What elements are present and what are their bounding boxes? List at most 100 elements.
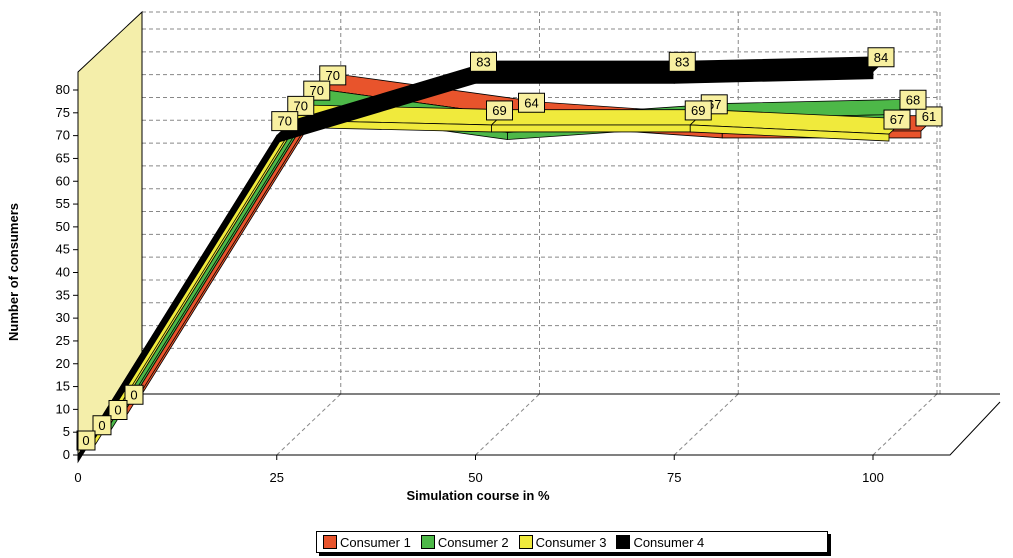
y-tick-label: 5 xyxy=(63,424,70,439)
data-label: 70 xyxy=(319,65,347,86)
y-tick-label: 55 xyxy=(56,196,70,211)
data-label-box xyxy=(271,111,299,132)
data-label-text: 0 xyxy=(82,433,89,448)
data-label-text: 68 xyxy=(906,92,920,107)
y-tick-label: 75 xyxy=(56,105,70,120)
data-label-box xyxy=(518,92,545,113)
legend-label: Consumer 1 xyxy=(340,534,411,550)
x-tick-label: 50 xyxy=(468,470,482,485)
data-label-box xyxy=(287,95,315,116)
legend-swatch xyxy=(323,535,337,549)
x-tick-label: 100 xyxy=(862,470,884,485)
series-segment-face-3 xyxy=(689,124,890,142)
data-label: 70 xyxy=(287,95,315,116)
data-label-text: 69 xyxy=(492,103,506,118)
data-label-box xyxy=(108,400,128,420)
y-tick-label: 10 xyxy=(56,401,70,416)
legend-label: Consumer 4 xyxy=(633,534,705,550)
y-tick-label: 80 xyxy=(56,82,70,97)
data-label-box xyxy=(319,65,347,86)
y-tick-label: 35 xyxy=(56,287,70,302)
y-tick-label: 25 xyxy=(56,333,70,348)
data-label-box xyxy=(124,384,144,405)
data-label-box xyxy=(76,430,96,451)
data-label: 61 xyxy=(915,106,943,127)
data-label-box xyxy=(867,47,895,68)
series-segment-face-1 xyxy=(125,88,326,418)
data-label-box xyxy=(883,109,911,130)
y-tick-label: 20 xyxy=(56,356,70,371)
floor-line xyxy=(276,393,342,456)
legend-label: Consumer 3 xyxy=(535,534,607,550)
series-segment-face-4 xyxy=(673,71,874,84)
y-tick-label: 70 xyxy=(56,128,70,143)
data-label-text: 0 xyxy=(130,387,137,402)
data-label-text: 83 xyxy=(675,54,689,69)
data-label-box xyxy=(470,51,497,72)
series-segment-4 xyxy=(474,60,692,77)
legend-swatch xyxy=(420,535,435,549)
data-label-text: 64 xyxy=(524,95,538,110)
x-axis-title: Simulation course in % xyxy=(406,488,549,503)
data-label: 83 xyxy=(668,51,696,72)
data-label: 84 xyxy=(867,47,895,68)
data-label: 83 xyxy=(470,51,497,72)
data-label-box xyxy=(899,89,927,110)
data-label: 0 xyxy=(108,400,128,420)
floor-line xyxy=(872,393,938,456)
data-label-text: 0 xyxy=(114,403,121,418)
legend-item-2: Consumer 2 xyxy=(420,534,509,550)
data-label-box xyxy=(92,415,112,436)
legend: Consumer 1 Consumer 2 Consumer 3 Consumer 4 xyxy=(316,531,828,553)
floor-line xyxy=(475,393,540,456)
data-label-box xyxy=(486,100,513,121)
data-label: 70 xyxy=(271,111,299,132)
y-tick-label: 45 xyxy=(56,242,70,257)
legend-item-3: Consumer 3 xyxy=(518,534,607,550)
y-tick-label: 60 xyxy=(56,173,70,188)
y-tick-label: 0 xyxy=(63,447,70,462)
x-tick-label: 75 xyxy=(667,470,681,485)
series-segment-face-3 xyxy=(491,124,691,133)
legend-item-4: Consumer 4 xyxy=(616,535,704,550)
legend-item-1: Consumer 1 xyxy=(323,535,411,550)
data-label-box xyxy=(303,80,331,101)
data-label-box xyxy=(915,106,943,127)
data-label: 70 xyxy=(303,80,331,101)
data-label-text: 67 xyxy=(890,112,904,127)
legend-swatch xyxy=(518,535,533,549)
data-label: 67 xyxy=(883,109,911,130)
floor-line xyxy=(673,393,739,456)
data-label-box xyxy=(668,51,696,72)
data-label-text: 70 xyxy=(278,114,292,129)
y-tick-label: 65 xyxy=(56,150,70,165)
series-ribbons xyxy=(77,56,938,464)
data-label-text: 0 xyxy=(98,418,105,433)
y-tick-label: 50 xyxy=(56,219,70,234)
data-label: 69 xyxy=(684,100,712,121)
data-label-text: 70 xyxy=(326,68,340,83)
y-tick-label: 15 xyxy=(56,379,70,394)
data-label: 69 xyxy=(486,100,513,121)
x-tick-label: 25 xyxy=(270,470,284,485)
data-label: 68 xyxy=(899,89,927,110)
data-label: 0 xyxy=(76,430,96,451)
data-label-box xyxy=(684,100,712,121)
x-tick-label: 0 xyxy=(74,470,81,485)
data-label-text: 70 xyxy=(294,98,308,113)
y-tick-label: 40 xyxy=(56,265,70,280)
data-label-text: 84 xyxy=(874,50,888,65)
data-label-text: 69 xyxy=(691,103,705,118)
data-label: 0 xyxy=(124,384,144,405)
legend-swatch xyxy=(616,535,631,549)
floor-edge xyxy=(78,401,1001,456)
series-segment-face-4 xyxy=(475,75,675,84)
y-axis-title: Number of consumers xyxy=(6,203,21,341)
data-label: 64 xyxy=(518,92,545,113)
legend-label: Consumer 2 xyxy=(437,534,509,550)
y-tick-label: 30 xyxy=(56,310,70,325)
data-label: 0 xyxy=(92,415,112,436)
data-label-text: 83 xyxy=(476,54,490,69)
